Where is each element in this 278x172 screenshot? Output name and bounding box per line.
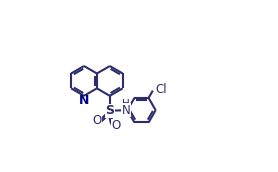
Text: N: N [79,94,89,107]
Text: N: N [121,104,130,117]
Text: O: O [111,119,120,132]
Text: O: O [92,114,101,127]
Text: Cl: Cl [156,83,168,96]
Text: H: H [122,99,130,109]
Text: S: S [105,104,114,117]
